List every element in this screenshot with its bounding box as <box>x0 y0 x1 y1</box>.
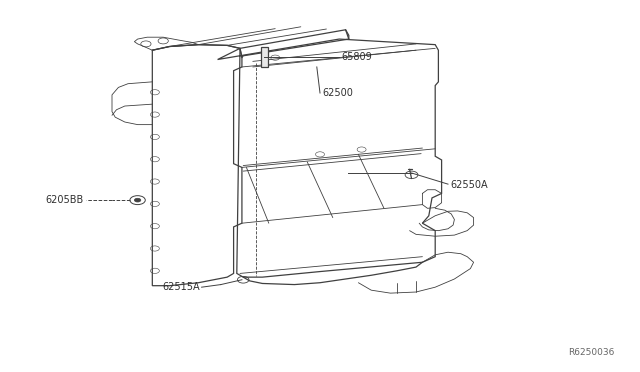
Text: 6205BB: 6205BB <box>45 195 83 205</box>
Text: 62515A: 62515A <box>162 282 200 292</box>
Text: 62500: 62500 <box>322 88 353 98</box>
Text: 65809: 65809 <box>341 52 372 61</box>
Text: 62550A: 62550A <box>450 180 488 190</box>
Circle shape <box>134 198 141 202</box>
Polygon shape <box>261 46 268 67</box>
Text: R6250036: R6250036 <box>568 348 614 357</box>
